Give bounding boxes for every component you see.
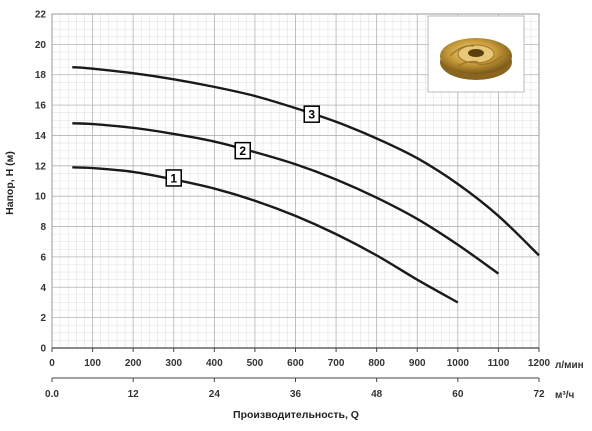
x-tick-label: 300 — [165, 358, 182, 369]
x-axis-title: Производительность, Q — [233, 409, 359, 421]
y-axis-ticks: 0 2 4 6 8 10 12 14 16 18 20 22 — [35, 10, 47, 355]
x2-tick-label: 72 — [533, 389, 545, 400]
x-tick-label: 400 — [206, 358, 223, 369]
y-tick-label: 12 — [35, 161, 47, 172]
curve-labels: 1 2 3 — [165, 105, 320, 187]
x2-axis-ticks: 0.0 12 24 36 48 60 72 — [45, 378, 545, 400]
curve-label-text: 3 — [308, 108, 315, 122]
curve-label-1: 1 — [165, 169, 182, 187]
y-tick-label: 8 — [40, 222, 46, 233]
x2-tick-label: 12 — [128, 389, 140, 400]
x-tick-label: 500 — [247, 358, 264, 369]
x-tick-label: 700 — [328, 358, 345, 369]
y-tick-label: 6 — [40, 252, 46, 263]
x-tick-label: 800 — [368, 358, 385, 369]
x2-unit-label: м³/ч — [555, 390, 575, 401]
x-unit-label: л/мин — [555, 360, 584, 371]
series-line-2 — [72, 122, 500, 275]
x-tick-label: 1200 — [528, 358, 551, 369]
x-tick-label: 0 — [49, 358, 55, 369]
series-line-3 — [72, 65, 540, 257]
series-line-1 — [72, 166, 459, 304]
x-tick-label: 600 — [287, 358, 304, 369]
x-tick-label: 1000 — [447, 358, 470, 369]
x-axis-ticks: 0 100 200 300 400 500 600 700 800 900 1000 1100 1200 — [49, 348, 551, 369]
y-tick-label: 2 — [40, 313, 46, 324]
x2-tick-label: 36 — [290, 389, 302, 400]
x-tick-label: 200 — [125, 358, 142, 369]
curve-label-box — [303, 105, 320, 123]
x-tick-label: 900 — [409, 358, 426, 369]
x2-tick-label: 24 — [209, 389, 221, 400]
curve-label-box — [165, 169, 182, 187]
x2-tick-label: 48 — [371, 389, 383, 400]
y-tick-label: 20 — [35, 40, 47, 51]
x2-tick-label: 0.0 — [45, 389, 59, 400]
x-tick-label: 1100 — [488, 358, 510, 369]
y-tick-label: 22 — [35, 10, 47, 21]
curve-label-3: 3 — [303, 105, 320, 123]
curve-label-box — [234, 141, 251, 160]
impeller-photo-icon — [427, 15, 525, 93]
x-tick-label: 100 — [84, 358, 101, 369]
y-tick-label: 16 — [35, 101, 47, 112]
y-tick-label: 0 — [40, 344, 46, 355]
y-tick-label: 4 — [40, 283, 46, 294]
series-lines — [72, 65, 540, 304]
y-tick-label: 14 — [35, 131, 47, 142]
y-tick-label: 18 — [35, 70, 47, 81]
y-axis-title: Напор, H (м) — [4, 151, 16, 215]
curve-label-text: 1 — [170, 171, 177, 185]
curve-label-2: 2 — [234, 141, 251, 160]
y-tick-label: 10 — [35, 192, 47, 203]
curve-label-text: 2 — [239, 144, 246, 158]
x2-tick-label: 60 — [452, 389, 464, 400]
